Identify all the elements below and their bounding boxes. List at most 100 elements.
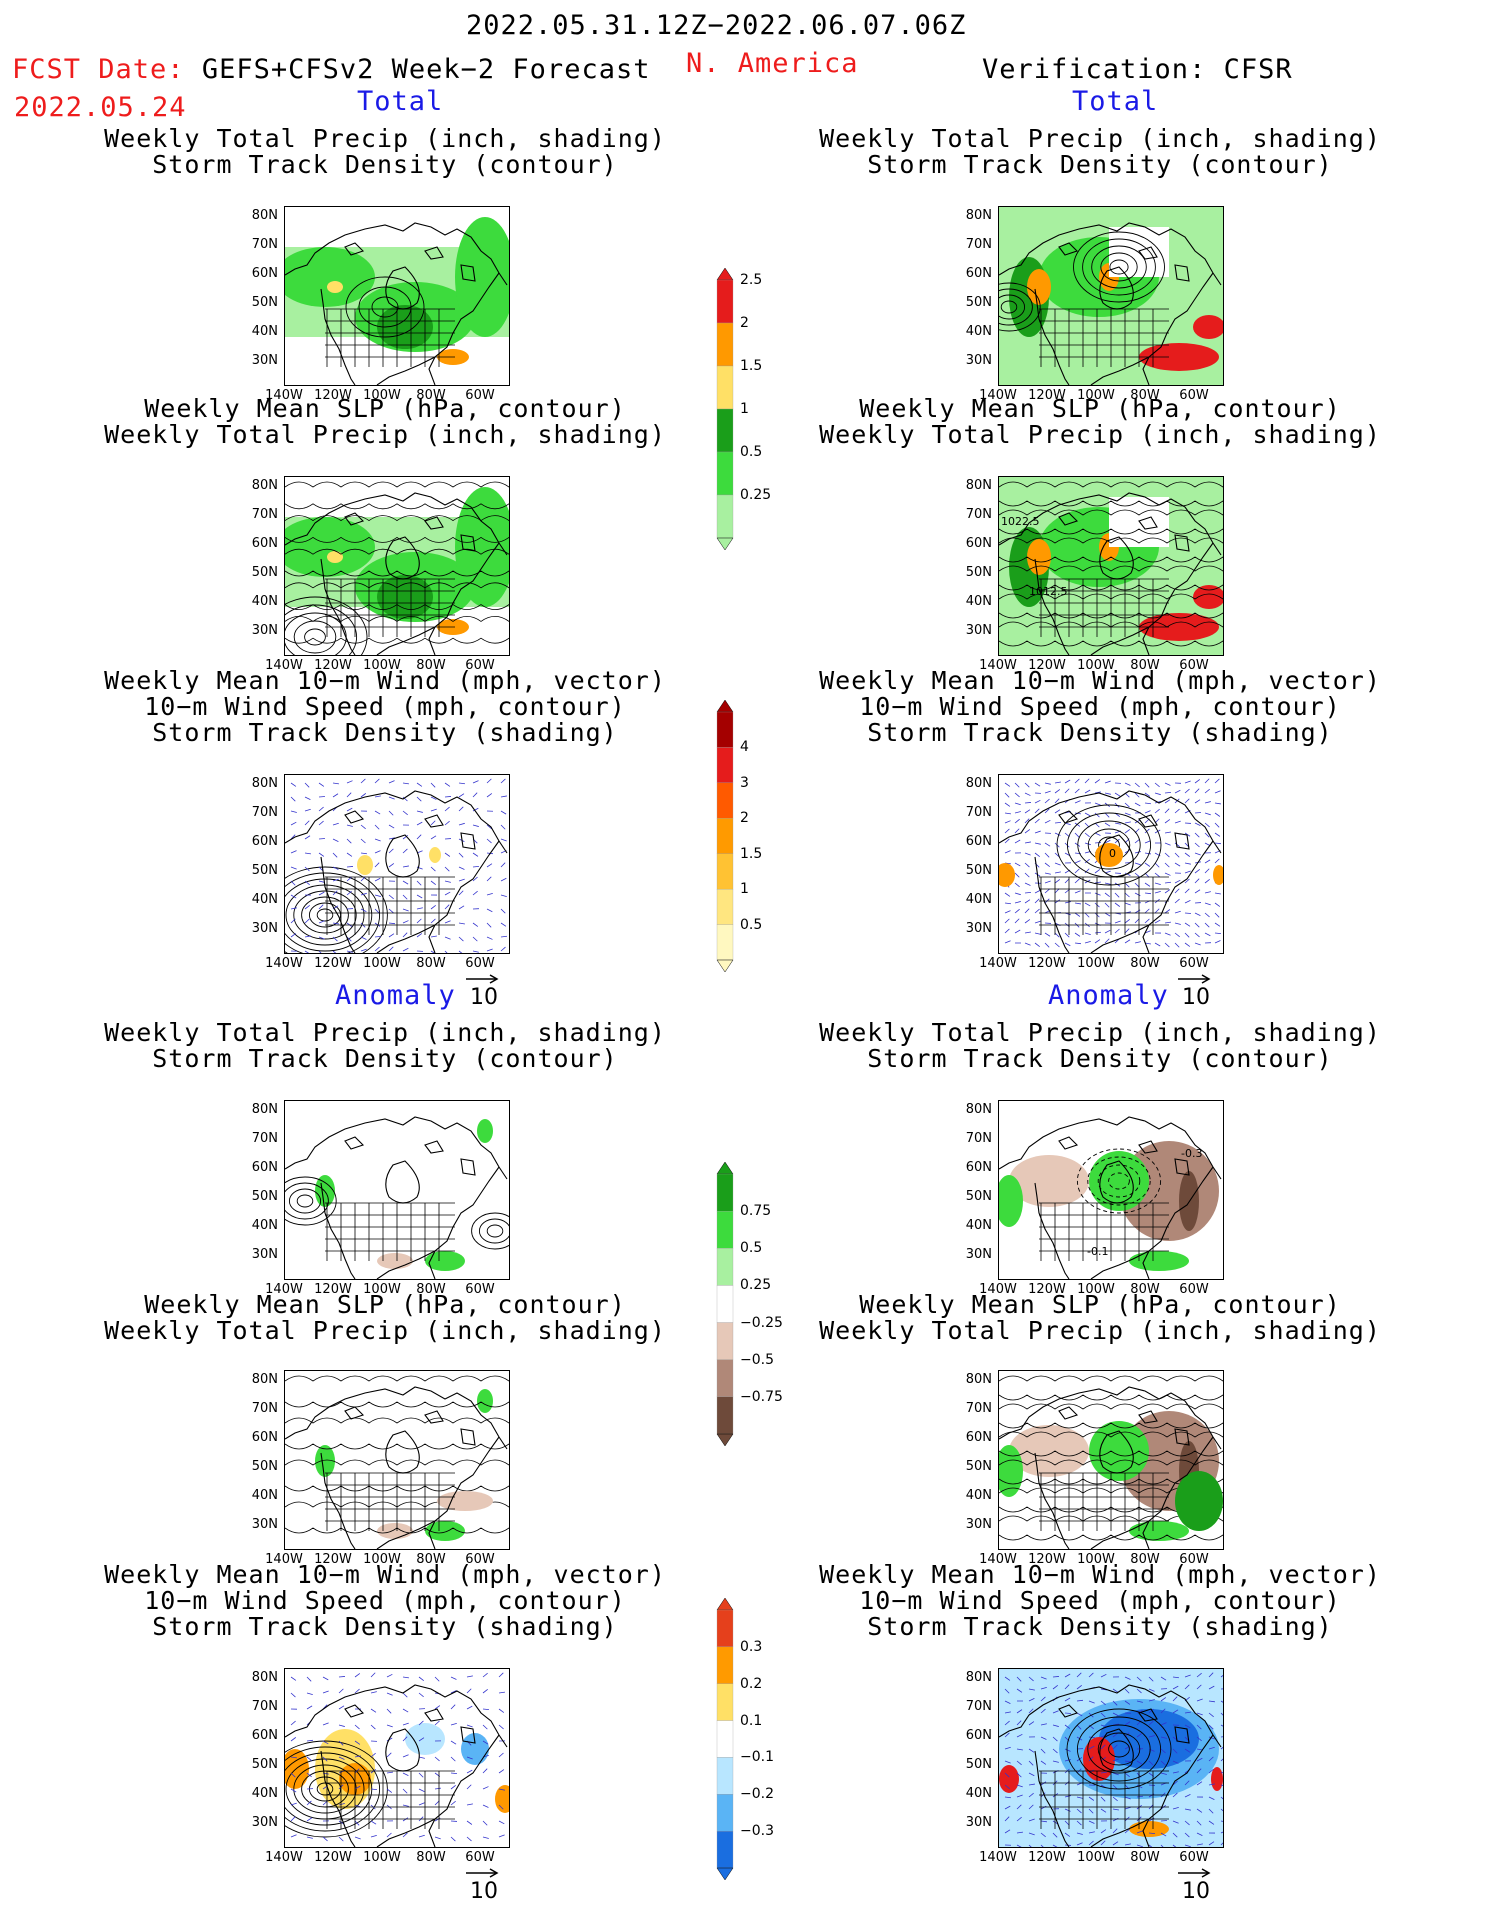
lat-tick-label: 70N bbox=[965, 1401, 992, 1416]
slp-label-high: 1022.5 bbox=[1001, 515, 1040, 528]
colorbar-label: 0.5 bbox=[740, 1240, 763, 1257]
colorbar-label: 0.3 bbox=[740, 1638, 763, 1655]
title-wind-storm-anom-fcst: Weekly Mean 10−m Wind (mph, vector) 10−m… bbox=[104, 1560, 666, 1641]
vector-ref-anom-fcst: 10 bbox=[464, 1860, 500, 1904]
map-canvas: 1022.5 1012.5 bbox=[999, 477, 1223, 655]
colorbar-swatch bbox=[716, 1396, 734, 1435]
lat-tick-label: 40N bbox=[251, 324, 278, 339]
lon-tick-label: 120W bbox=[1028, 1282, 1066, 1297]
title-precip-storm-total-cfsr: Weekly Total Precip (inch, shading) Stor… bbox=[819, 124, 1381, 179]
state-boundaries bbox=[325, 1472, 455, 1531]
lon-tick-label: 140W bbox=[979, 956, 1017, 971]
state-boundaries bbox=[325, 876, 455, 935]
colorbar-swatch bbox=[716, 888, 734, 925]
lat-tick-label: 70N bbox=[965, 1131, 992, 1146]
precip-shading-west bbox=[285, 517, 375, 577]
colorbar-label: 0.25 bbox=[740, 1277, 772, 1294]
colorbar-swatch bbox=[716, 1757, 734, 1795]
colorbar-bottom-arrow bbox=[716, 1867, 734, 1881]
forecast-period: 2022.05.31.12Z−2022.06.07.06Z bbox=[466, 10, 967, 41]
lat-tick-label: 40N bbox=[965, 594, 992, 609]
vector-ref-arrow-icon bbox=[466, 1868, 499, 1878]
map-canvas bbox=[285, 481, 509, 655]
lat-tick-label: 50N bbox=[965, 863, 992, 878]
title-slp-precip-total-fcst: Weekly Mean SLP (hPa, contour) Weekly To… bbox=[104, 394, 666, 449]
precip-anom-wet-central bbox=[1089, 1151, 1149, 1211]
colorbar-bottom-arrow bbox=[716, 1433, 734, 1447]
colorbar-swatch bbox=[716, 408, 734, 453]
state-boundaries bbox=[1039, 1472, 1169, 1531]
state-boundaries bbox=[1039, 1202, 1169, 1261]
storm-anom-west bbox=[285, 1749, 309, 1789]
lon-tick-label: 80W bbox=[1130, 1552, 1160, 1567]
map-canvas bbox=[285, 217, 509, 385]
map-precip-storm-anom-cfsr: -0.3 -0.1 bbox=[998, 1100, 1224, 1280]
lat-tick-label: 70N bbox=[965, 237, 992, 252]
lon-tick-label: 60W bbox=[1179, 388, 1209, 403]
lon-tick-label: 140W bbox=[979, 1850, 1017, 1865]
lat-tick-label: 80N bbox=[965, 478, 992, 493]
lat-tick-label: 80N bbox=[965, 1372, 992, 1387]
colorbar-precip-total: 2.5 2 1.5 1 0.5 0.25 bbox=[716, 267, 771, 554]
colorbar-label: 2.5 bbox=[740, 272, 763, 288]
lon-tick-label: 140W bbox=[979, 1552, 1017, 1567]
colorbar-swatch bbox=[716, 1609, 734, 1648]
lon-tick-label: 60W bbox=[1179, 1552, 1209, 1567]
lon-tick-label: 80W bbox=[1130, 1282, 1160, 1297]
storm-track-contours-west bbox=[999, 282, 1041, 332]
colorbar-swatch bbox=[716, 818, 734, 854]
colorbar-label: 0.5 bbox=[740, 444, 763, 460]
fcst-model: GEFS+CFSv2 Week−2 Forecast bbox=[201, 54, 651, 85]
lat-tick-label: 40N bbox=[251, 1786, 278, 1801]
lon-tick-label: 120W bbox=[1028, 388, 1066, 403]
lon-tick-label: 120W bbox=[1028, 1850, 1066, 1865]
lat-tick-label: 30N bbox=[965, 1517, 992, 1532]
lon-tick-label: 100W bbox=[1077, 1282, 1115, 1297]
state-boundaries bbox=[325, 1770, 455, 1829]
colorbar-label: −0.75 bbox=[740, 1388, 783, 1405]
storm-track-shading bbox=[357, 855, 373, 875]
colorbar-swatch bbox=[716, 494, 734, 539]
lat-tick-label: 30N bbox=[251, 353, 278, 368]
colorbar-swatch bbox=[716, 1359, 734, 1398]
state-boundaries bbox=[325, 308, 455, 367]
lat-tick-label: 40N bbox=[965, 324, 992, 339]
lat-tick-label: 60N bbox=[251, 536, 278, 551]
wind-speed-anom-contours bbox=[1066, 1708, 1172, 1790]
precip-anom-wet-west bbox=[999, 1175, 1023, 1227]
lon-tick-label: 80W bbox=[416, 388, 446, 403]
lon-tick-label: 120W bbox=[314, 658, 352, 673]
map-canvas bbox=[999, 1669, 1223, 1847]
lat-tick-label: 50N bbox=[965, 1757, 992, 1772]
precip-anom-west bbox=[315, 1445, 335, 1477]
precip-anom-ne bbox=[477, 1119, 493, 1143]
precip-shading-west-peak bbox=[1027, 539, 1051, 575]
lon-tick-label: 140W bbox=[265, 658, 303, 673]
lon-tick-label: 120W bbox=[314, 1850, 352, 1865]
state-boundaries bbox=[1039, 308, 1169, 367]
map-canvas bbox=[285, 1672, 509, 1847]
colorbar-top-arrow bbox=[716, 1597, 734, 1611]
lat-tick-label: 60N bbox=[251, 266, 278, 281]
lon-tick-label: 100W bbox=[363, 1282, 401, 1297]
vector-ref-value: 10 bbox=[470, 1879, 498, 1904]
colorbar-label: 2 bbox=[740, 810, 749, 827]
lat-tick-label: 40N bbox=[965, 1218, 992, 1233]
map-precip-storm-total-cfsr bbox=[998, 206, 1224, 386]
map-slp-precip-anom-fcst bbox=[284, 1370, 510, 1550]
lon-tick-label: 120W bbox=[1028, 956, 1066, 971]
map-wind-storm-total-cfsr: 0 bbox=[998, 774, 1224, 954]
storm-anom-pos-west bbox=[999, 1765, 1019, 1793]
wind-anom-vectors bbox=[1004, 1672, 1223, 1847]
colorbar-swatch bbox=[716, 365, 734, 410]
section-total-left: Total bbox=[357, 86, 444, 117]
lat-tick-label: 80N bbox=[965, 208, 992, 223]
precip-anom-ne bbox=[477, 1389, 493, 1413]
vector-ref-value: 10 bbox=[1182, 985, 1210, 1010]
title-slp-precip-anom-cfsr: Weekly Mean SLP (hPa, contour) Weekly To… bbox=[819, 1290, 1381, 1345]
precip-anom-wet-central bbox=[1089, 1421, 1149, 1481]
precip-anom-wet-atlantic bbox=[1175, 1471, 1223, 1531]
lat-tick-label: 80N bbox=[251, 1372, 278, 1387]
state-boundaries bbox=[325, 578, 455, 637]
vector-ref-arrow-icon bbox=[1178, 1868, 1211, 1878]
